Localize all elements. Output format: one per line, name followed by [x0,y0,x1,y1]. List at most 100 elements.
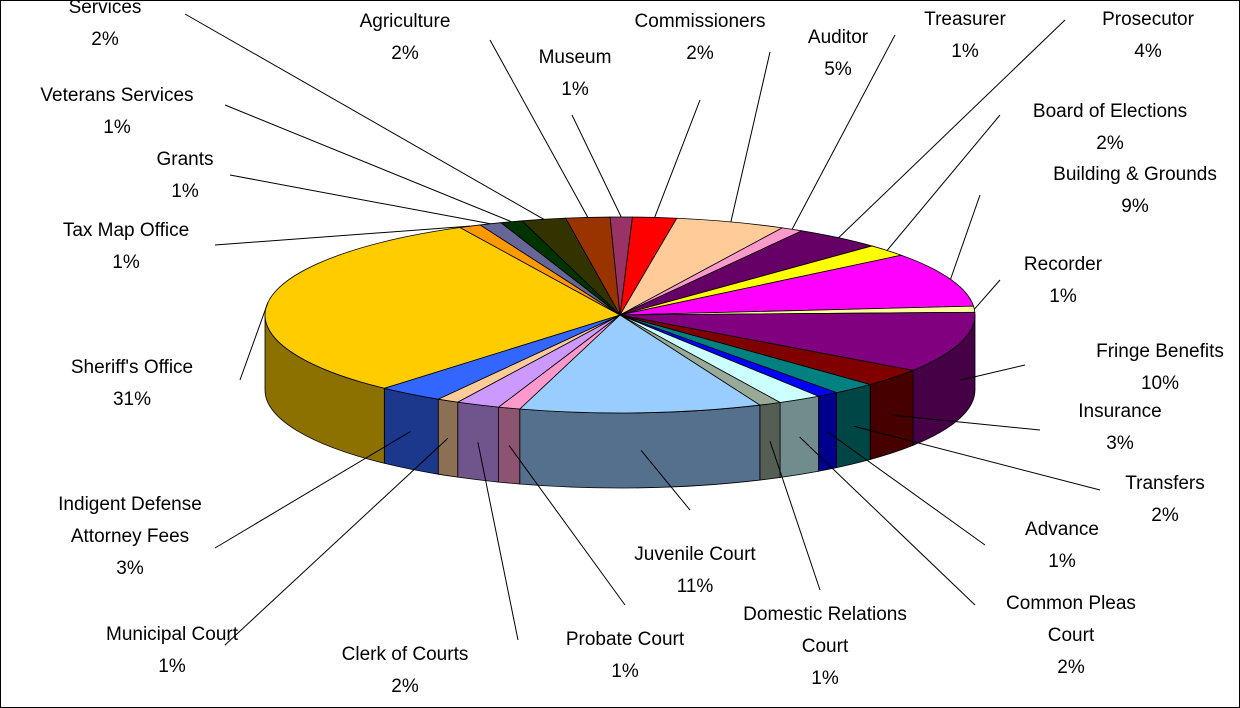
leader-line [654,99,701,218]
slice-side [869,369,914,461]
slice-side [519,404,761,489]
leader-line [730,51,771,223]
leader-line [827,431,986,546]
value-label: 4% [1134,41,1162,62]
slice [264,227,622,389]
leader-line [239,302,269,381]
value-label: 10% [1140,373,1180,394]
data-label: Grants 1% [125,144,245,208]
slice-side [836,384,871,469]
leader-line [838,19,1066,239]
slice-side [818,392,838,472]
value-label: 1% [1048,551,1076,572]
data-label: Advance 1% [1002,514,1122,578]
value-label: 9% [1121,196,1149,217]
value-label: 2% [1057,657,1085,678]
value-label: 11% [676,576,714,597]
data-label: Juvenile Court 11% [605,539,785,603]
data-label: Prosecutor 4% [1078,4,1218,68]
value-label: 2% [391,43,419,64]
data-label: Services 2% [45,0,165,56]
leader-line [799,436,976,606]
category-label: Agriculture [359,11,451,32]
category-label: Commissioners [634,11,766,32]
value-label: 1% [561,79,589,100]
leader-line [224,104,512,223]
data-label: Treasurer 1% [905,4,1025,68]
value-label: 1% [103,117,131,138]
category-label: Common Pleas Court [1006,593,1136,646]
data-label: Sheriff's Office 31% [32,352,232,416]
leader-line [477,442,519,641]
data-label: Auditor 5% [778,22,898,86]
slice-side [759,402,781,481]
leader-line [489,39,589,218]
category-label: Grants [156,149,214,170]
value-label: 2% [686,43,714,64]
category-label: Recorder [1023,254,1103,275]
category-label: Treasurer [924,9,1006,30]
leader-line [508,445,626,606]
data-label: Board of Elections 2% [1010,96,1210,160]
value-label: 2% [1151,505,1179,526]
value-label: 1% [811,668,839,689]
category-label: Indigent Defense Attorney Fees [58,494,202,547]
category-label: Juvenile Court [634,544,756,565]
data-label: Domestic Relations Court 1% [735,599,915,695]
category-label: Clerk of Courts [341,644,469,665]
leader-line [214,225,471,246]
data-label: Museum 1% [515,42,635,106]
leader-line [950,194,981,280]
slice-side [779,395,819,478]
category-label: Transfers [1125,473,1205,494]
value-label: 1% [112,252,140,273]
value-label: 1% [158,656,186,677]
leader-line [892,414,1041,431]
slice-side [498,406,521,485]
value-label: 1% [951,41,979,62]
category-label: Board of Elections [1032,101,1188,122]
data-label: Fringe Benefits 10% [1070,336,1240,400]
leader-line [640,450,691,511]
category-label: Services [68,0,142,18]
leader-line [229,174,491,225]
value-label: 5% [824,59,852,80]
category-label: Sheriff's Office [70,357,194,378]
value-label: 1% [1049,286,1077,307]
category-label: Insurance [1078,401,1162,422]
data-label: Recorder 1% [1003,249,1123,313]
value-label: 3% [116,558,144,579]
data-label: Probate Court 1% [540,624,710,688]
data-label: Indigent Defense Attorney Fees 3% [50,489,210,585]
data-label: Insurance 3% [1050,396,1190,460]
value-label: 1% [611,661,639,682]
leader-line [886,114,1001,251]
slice [619,254,975,316]
slice [518,314,762,414]
slice-side [383,387,439,475]
data-label: Common Pleas Court 2% [1001,588,1141,684]
category-label: Advance [1025,519,1099,540]
category-label: Tax Map Office [62,220,190,241]
leader-line [960,364,1026,381]
slice [609,216,633,316]
category-label: Probate Court [565,629,685,650]
leader-line [853,425,1101,491]
value-label: 31% [112,389,152,410]
slice [619,311,976,371]
data-label: Agriculture 2% [330,6,480,70]
category-label: Veterans Services [40,85,194,106]
data-label: Municipal Court 1% [77,619,267,683]
leader-line [184,13,545,220]
category-label: Prosecutor [1102,9,1194,30]
value-label: 3% [1106,433,1134,454]
data-label: Clerk of Courts 2% [310,639,500,703]
slice-side [457,401,499,483]
value-label: 2% [91,29,119,50]
category-label: Fringe Benefits [1096,341,1224,362]
category-label: Auditor [807,27,869,48]
value-label: 1% [171,181,199,202]
leader-line [769,441,821,591]
